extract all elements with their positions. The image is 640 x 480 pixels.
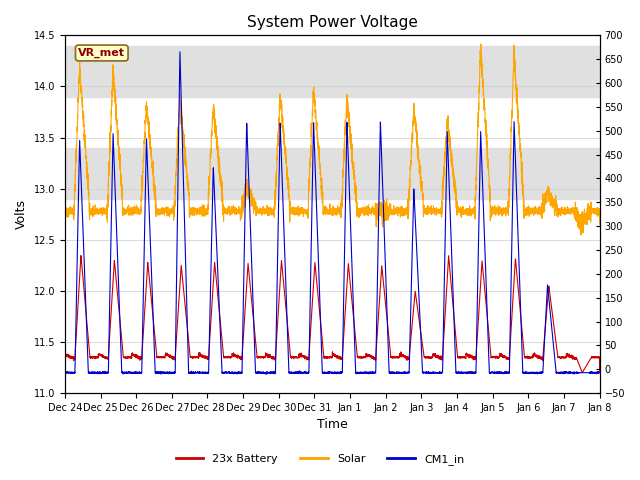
CM1_in <box>352 371 360 376</box>
CM1_in <box>519 369 527 375</box>
Solar <box>596 222 604 228</box>
Solar <box>172 172 180 178</box>
Line: CM1_in: CM1_in <box>65 52 600 374</box>
CM1_in <box>479 190 486 196</box>
CM1_in <box>571 371 579 377</box>
Solar <box>505 192 513 198</box>
23x Battery <box>172 344 180 350</box>
23x Battery <box>352 341 360 347</box>
Line: Solar: Solar <box>65 44 600 235</box>
CM1_in <box>176 49 184 55</box>
Line: 23x Battery: 23x Battery <box>65 255 600 372</box>
23x Battery <box>519 338 527 344</box>
Text: VR_met: VR_met <box>78 48 125 58</box>
Legend: 23x Battery, Solar, CM1_in: 23x Battery, Solar, CM1_in <box>171 450 469 469</box>
Bar <box>65 46 600 96</box>
CM1_in <box>596 370 604 375</box>
Solar <box>519 182 527 188</box>
Solar <box>352 199 360 204</box>
23x Battery <box>479 267 486 273</box>
23x Battery <box>381 292 388 298</box>
CM1_in <box>61 369 68 375</box>
CM1_in <box>172 332 180 337</box>
Title: System Power Voltage: System Power Voltage <box>247 15 418 30</box>
Y-axis label: Volts: Volts <box>15 199 28 229</box>
Solar <box>61 207 68 213</box>
Solar <box>477 41 484 47</box>
23x Battery <box>61 351 68 357</box>
Solar <box>381 205 388 211</box>
X-axis label: Time: Time <box>317 419 348 432</box>
Solar <box>577 232 585 238</box>
Bar <box>65 148 600 199</box>
23x Battery <box>505 356 513 361</box>
CM1_in <box>381 242 388 248</box>
Solar <box>479 76 486 82</box>
CM1_in <box>505 370 513 375</box>
23x Battery <box>596 370 604 375</box>
23x Battery <box>77 252 84 258</box>
